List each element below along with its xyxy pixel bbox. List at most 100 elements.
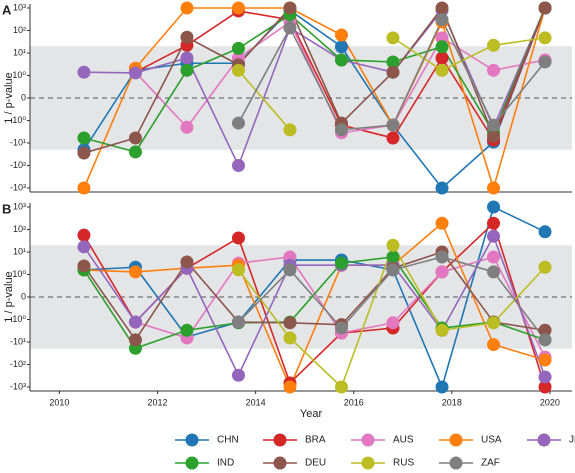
- legend-label: AUS: [393, 435, 414, 446]
- data-point: [538, 380, 552, 394]
- y-tick-label: -10³: [10, 182, 26, 192]
- legend-marker: [185, 456, 199, 470]
- data-point: [386, 55, 400, 69]
- series-line: [83, 234, 546, 378]
- data-point: [77, 259, 91, 273]
- legend-label: RUS: [393, 458, 414, 469]
- y-tick-label: 10²: [13, 25, 26, 35]
- data-point: [386, 250, 400, 264]
- legend-marker: [449, 456, 463, 470]
- x-tick-label: 2018: [442, 397, 462, 407]
- series-line: [83, 7, 546, 190]
- data-point: [334, 321, 348, 335]
- data-point: [77, 228, 91, 242]
- legend-label: DEU: [305, 458, 326, 469]
- data-point: [487, 200, 501, 214]
- data-point: [435, 51, 449, 65]
- data-point: [487, 338, 501, 352]
- data-point: [487, 265, 501, 279]
- data-point: [180, 30, 194, 44]
- data-point: [128, 145, 142, 159]
- data-point: [487, 250, 501, 264]
- series-line: [83, 7, 546, 168]
- data-point: [180, 120, 194, 134]
- legend-marker: [449, 433, 463, 447]
- y-tick-label: 10¹: [13, 246, 26, 256]
- data-point: [283, 1, 297, 15]
- data-point: [538, 323, 552, 337]
- data-point: [538, 370, 552, 384]
- data-point: [435, 250, 449, 264]
- x-tick-label: 2010: [49, 397, 69, 407]
- data-point: [128, 333, 142, 347]
- data-point: [231, 63, 245, 77]
- data-point: [487, 63, 501, 77]
- data-point: [487, 129, 501, 143]
- y-axis-label: 1 / p-value: [3, 72, 15, 123]
- data-point: [231, 41, 245, 55]
- y-tick-label: -10³: [10, 381, 26, 391]
- data-point: [334, 123, 348, 137]
- panel-label: A: [2, 2, 12, 17]
- data-point: [231, 368, 245, 382]
- data-point: [231, 315, 245, 329]
- data-point: [128, 131, 142, 145]
- series-line: [83, 256, 546, 350]
- legend-marker: [273, 433, 287, 447]
- series-line: [237, 37, 546, 131]
- data-point: [231, 1, 245, 15]
- data-point: [487, 229, 501, 243]
- x-tick-label: 2012: [148, 397, 168, 407]
- data-point: [283, 380, 297, 394]
- y-tick-label: -10¹: [10, 336, 26, 346]
- data-point: [386, 263, 400, 277]
- data-point: [538, 225, 552, 239]
- data-point: [231, 116, 245, 130]
- y-tick-label: 10²: [13, 224, 26, 234]
- data-point: [77, 181, 91, 195]
- y-tick-label: 0: [21, 291, 26, 301]
- legend-marker: [273, 456, 287, 470]
- data-point: [487, 118, 501, 132]
- data-point: [77, 240, 91, 254]
- data-point: [334, 28, 348, 42]
- data-point: [334, 53, 348, 67]
- panel-label: B: [2, 201, 11, 216]
- y-tick-label: 10³: [13, 201, 26, 211]
- data-point: [538, 1, 552, 15]
- data-point: [334, 256, 348, 270]
- data-point: [386, 31, 400, 45]
- data-point: [435, 323, 449, 337]
- data-point: [435, 380, 449, 394]
- data-point: [231, 231, 245, 245]
- legend-marker: [185, 433, 199, 447]
- data-point: [283, 263, 297, 277]
- data-point: [435, 63, 449, 77]
- y-tick-label: -10¹: [10, 137, 26, 147]
- data-point: [487, 38, 501, 52]
- legend-label: USA: [481, 435, 502, 446]
- data-point: [538, 260, 552, 274]
- data-point: [128, 66, 142, 80]
- legend-marker: [537, 433, 551, 447]
- data-point: [77, 146, 91, 160]
- y-axis-label: 1 / p-value: [3, 271, 15, 322]
- x-tick-label: 2014: [246, 397, 266, 407]
- data-point: [231, 263, 245, 277]
- y-tick-label: -10²: [10, 359, 26, 369]
- x-axis-label: Year: [300, 408, 323, 420]
- legend-marker: [361, 456, 375, 470]
- data-point: [487, 216, 501, 230]
- y-tick-label: 0: [21, 92, 26, 102]
- data-point: [334, 40, 348, 54]
- data-point: [231, 159, 245, 172]
- data-point: [435, 265, 449, 279]
- data-point: [386, 65, 400, 79]
- legend-marker: [361, 433, 375, 447]
- data-point: [128, 315, 142, 329]
- data-point: [386, 131, 400, 145]
- data-point: [435, 40, 449, 54]
- data-point: [283, 21, 297, 35]
- legend: CHN BRA AUS USA JPN IND DEU RUS ZAF: [175, 433, 575, 470]
- data-point: [435, 1, 449, 15]
